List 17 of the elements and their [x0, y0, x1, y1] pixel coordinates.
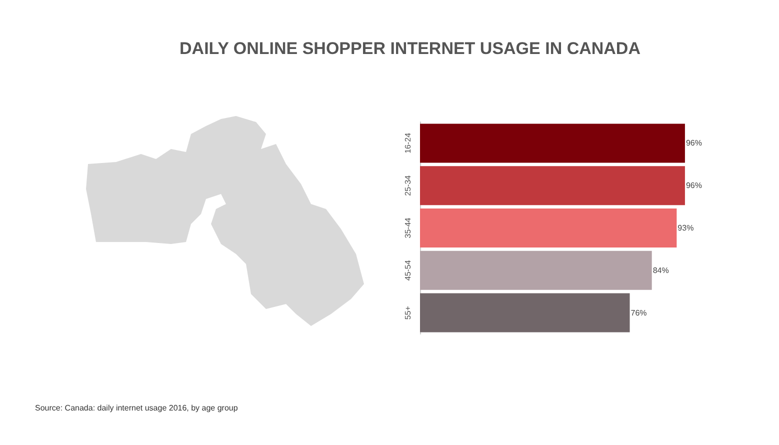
y-tick-label: 45-54: [404, 260, 412, 281]
data-label: 96%: [686, 181, 702, 190]
y-tick-label: 16-24: [404, 132, 412, 154]
chart-title: DAILY ONLINE SHOPPER INTERNET USAGE IN CANADA: [180, 39, 640, 58]
data-label: 76%: [630, 308, 647, 318]
y-tick-label: 25-34: [404, 174, 412, 196]
bar: [420, 124, 685, 163]
y-tick-label: 55+: [404, 306, 412, 320]
data-label: 96%: [686, 138, 702, 148]
y-tick-label: 35-44: [404, 217, 412, 238]
bar: [420, 250, 652, 290]
data-label: 93%: [678, 224, 694, 232]
source-note: Source: Canada: daily internet usage 2016, by age group: [35, 404, 238, 412]
bar: [420, 293, 630, 332]
bar: [420, 208, 677, 248]
data-label: 84%: [652, 266, 669, 275]
bar: [420, 166, 685, 206]
